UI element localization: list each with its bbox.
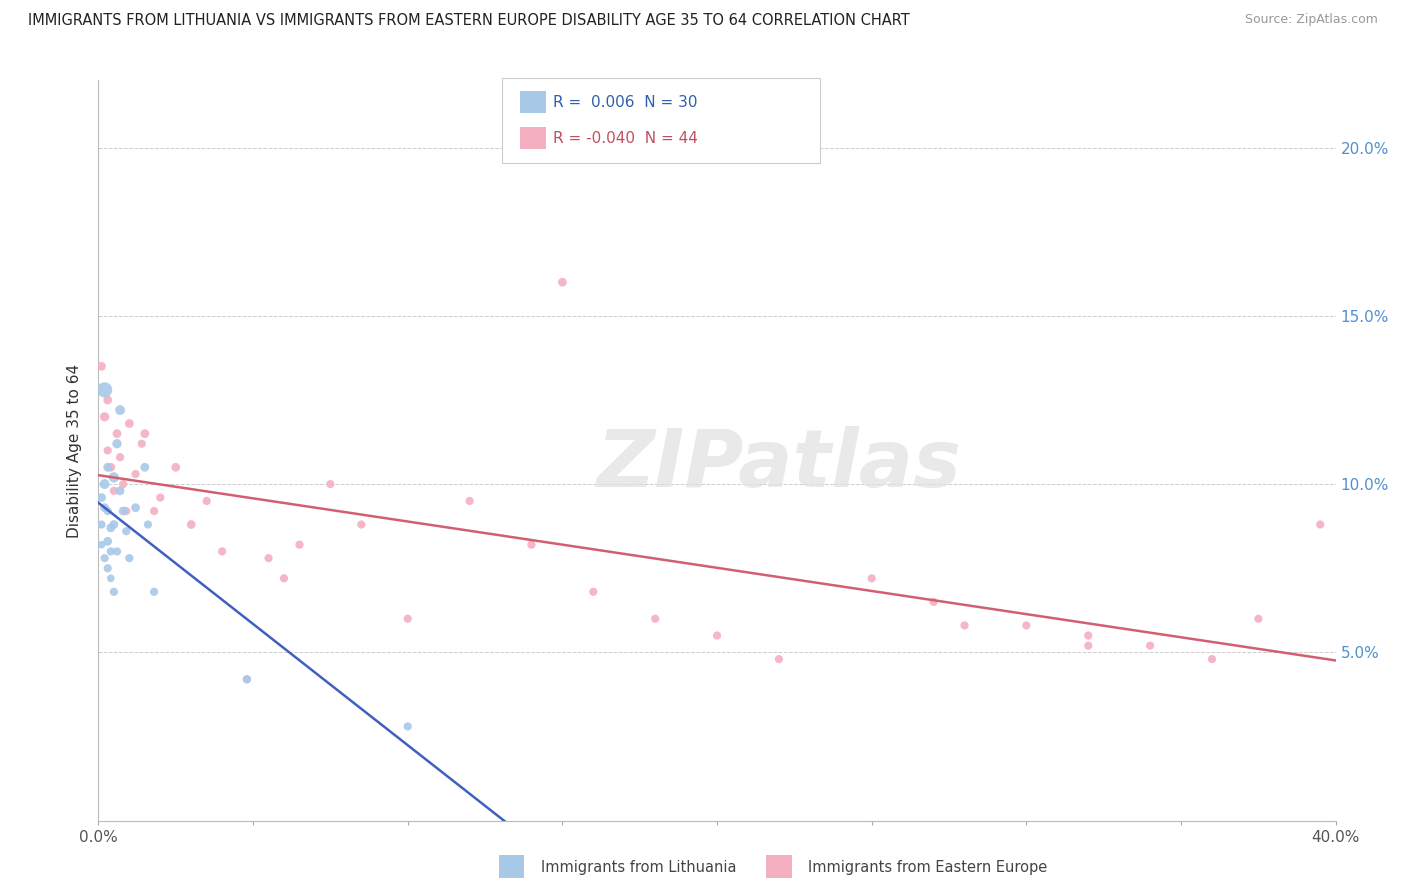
Text: Immigrants from Lithuania: Immigrants from Lithuania <box>541 860 737 874</box>
Point <box>1077 639 1099 653</box>
Point <box>520 538 543 552</box>
Point <box>103 517 125 532</box>
Point <box>273 571 295 585</box>
Point <box>582 584 605 599</box>
Point <box>103 470 125 484</box>
Point <box>112 477 135 491</box>
Point <box>551 275 574 289</box>
Point <box>103 483 125 498</box>
Point <box>90 359 112 374</box>
Point <box>458 494 481 508</box>
Point <box>1201 652 1223 666</box>
Point <box>131 436 153 450</box>
Point <box>396 719 419 733</box>
Point <box>1247 612 1270 626</box>
Point <box>706 628 728 642</box>
Point <box>105 436 128 450</box>
Point <box>100 460 122 475</box>
Point <box>860 571 883 585</box>
Point <box>953 618 976 632</box>
Text: R =  0.006  N = 30: R = 0.006 N = 30 <box>553 95 697 110</box>
Point <box>115 504 138 518</box>
Point <box>257 551 280 566</box>
Point <box>143 504 166 518</box>
Point <box>236 673 259 687</box>
Point <box>118 417 141 431</box>
Point <box>143 584 166 599</box>
Point <box>319 477 342 491</box>
Point <box>108 450 131 465</box>
Point <box>134 426 156 441</box>
Point <box>211 544 233 558</box>
Point <box>112 504 135 518</box>
Point <box>108 403 131 417</box>
Point <box>115 524 138 539</box>
Point <box>195 494 218 508</box>
Point <box>90 538 112 552</box>
Point <box>136 517 159 532</box>
Text: IMMIGRANTS FROM LITHUANIA VS IMMIGRANTS FROM EASTERN EUROPE DISABILITY AGE 35 TO: IMMIGRANTS FROM LITHUANIA VS IMMIGRANTS … <box>28 13 910 29</box>
Text: Immigrants from Eastern Europe: Immigrants from Eastern Europe <box>808 860 1047 874</box>
Point <box>105 544 128 558</box>
Point <box>100 544 122 558</box>
Point <box>100 571 122 585</box>
Point <box>1139 639 1161 653</box>
Point <box>93 383 115 397</box>
Point <box>90 491 112 505</box>
Text: ZIPatlas: ZIPatlas <box>596 426 962 504</box>
Point <box>97 534 120 549</box>
Y-axis label: Disability Age 35 to 64: Disability Age 35 to 64 <box>67 363 83 538</box>
Point <box>922 595 945 609</box>
Point <box>97 504 120 518</box>
Point <box>103 584 125 599</box>
Point <box>124 500 146 515</box>
Point <box>97 561 120 575</box>
Point <box>288 538 311 552</box>
Point <box>180 517 202 532</box>
Point <box>90 517 112 532</box>
Point <box>93 551 115 566</box>
Point <box>396 612 419 626</box>
Point <box>97 392 120 407</box>
Point <box>124 467 146 481</box>
Point <box>118 551 141 566</box>
Point <box>134 460 156 475</box>
Point <box>1015 618 1038 632</box>
Point <box>350 517 373 532</box>
Point <box>105 426 128 441</box>
Point <box>93 409 115 424</box>
Point <box>768 652 790 666</box>
Point <box>93 500 115 515</box>
Point <box>149 491 172 505</box>
Point <box>93 477 115 491</box>
Point <box>1077 628 1099 642</box>
Point <box>100 521 122 535</box>
Point <box>97 460 120 475</box>
Point <box>165 460 187 475</box>
Point <box>644 612 666 626</box>
Text: Source: ZipAtlas.com: Source: ZipAtlas.com <box>1244 13 1378 27</box>
Point <box>236 673 259 687</box>
Text: R = -0.040  N = 44: R = -0.040 N = 44 <box>553 131 697 145</box>
Point <box>97 443 120 458</box>
Point <box>108 483 131 498</box>
Point <box>1309 517 1331 532</box>
